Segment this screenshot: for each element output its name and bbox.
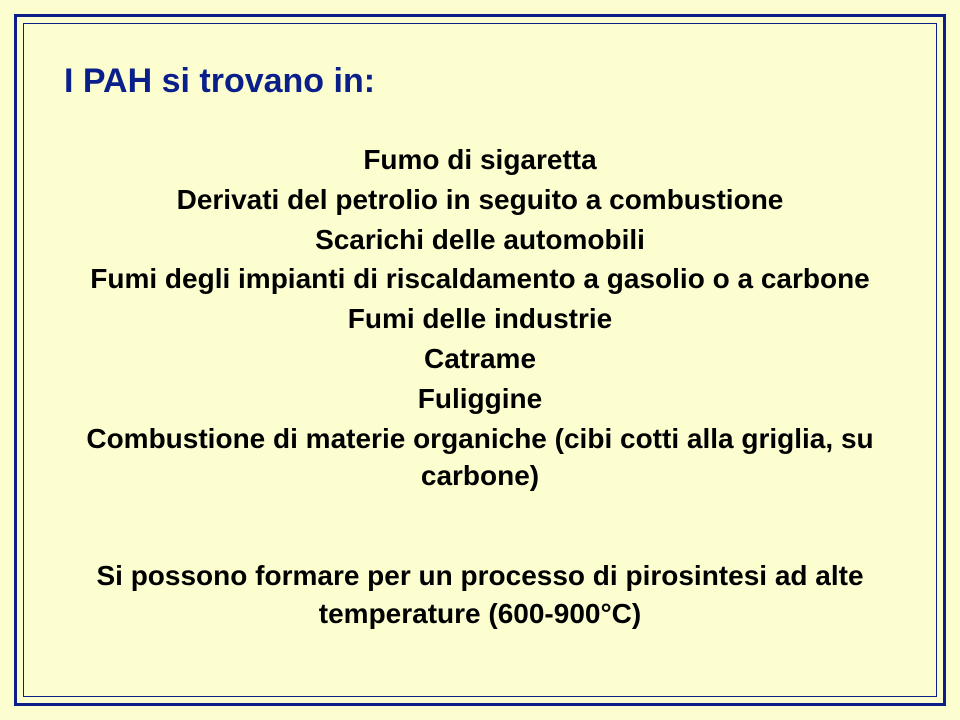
footer-text: Si possono formare per un processo di pi… xyxy=(64,557,896,633)
list-item: Catrame xyxy=(64,340,896,378)
list-item: Fumi delle industrie xyxy=(64,300,896,338)
list-item: Scarichi delle automobili xyxy=(64,221,896,259)
list-item: Combustione di materie organiche (cibi c… xyxy=(64,420,896,496)
slide-title: I PAH si trovano in: xyxy=(64,62,896,101)
bullet-list: Fumo di sigaretta Derivati del petrolio … xyxy=(64,141,896,495)
footer-line: Si possono formare per un processo di pi… xyxy=(96,560,863,591)
list-item: Derivati del petrolio in seguito a combu… xyxy=(64,181,896,219)
inner-border: I PAH si trovano in: Fumo di sigaretta D… xyxy=(23,23,937,697)
list-item: Fumi degli impianti di riscaldamento a g… xyxy=(64,260,896,298)
slide: I PAH si trovano in: Fumo di sigaretta D… xyxy=(0,0,960,720)
list-item: Fumo di sigaretta xyxy=(64,141,896,179)
list-item: Fuliggine xyxy=(64,380,896,418)
footer-line: temperature (600-900°C) xyxy=(319,598,641,629)
outer-border: I PAH si trovano in: Fumo di sigaretta D… xyxy=(14,14,946,706)
